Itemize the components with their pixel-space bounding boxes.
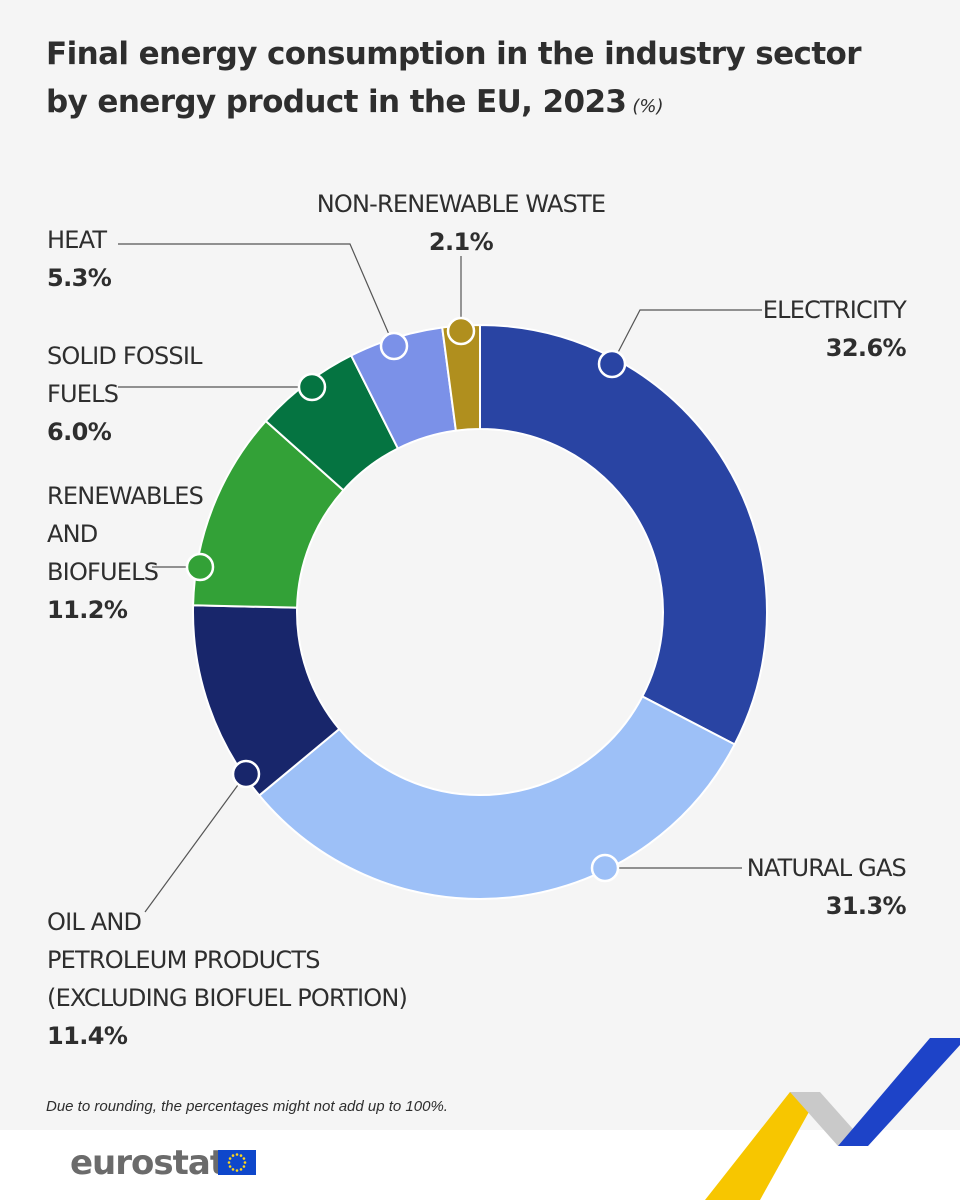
flag-star: [235, 1153, 239, 1156]
label-renewables: RENEWABLES AND BIOFUELS 11.2%: [47, 482, 204, 624]
marker-natural-gas: [590, 853, 620, 883]
marker-oil: [231, 759, 261, 789]
label-name-line: HEAT: [47, 226, 107, 254]
label-name-line: PETROLEUM PRODUCTS: [47, 946, 320, 974]
label-name-line: RENEWABLES: [47, 482, 203, 510]
eurostat-logo: eurostat: [70, 1143, 226, 1183]
flag-star: [242, 1157, 246, 1160]
slice-natural-gas: [257, 695, 736, 900]
label-solid-fossil: SOLID FOSSIL FUELS 6.0%: [47, 342, 204, 446]
flag-star: [235, 1169, 239, 1172]
footer-band: [0, 1130, 960, 1200]
slice-markers: [185, 316, 627, 883]
donut-slices: [192, 323, 768, 900]
label-value: 11.4%: [47, 1022, 128, 1050]
title-line-1: Final energy consumption in the industry…: [46, 36, 862, 72]
label-natural-gas: NATURAL GAS 31.3%: [747, 854, 907, 920]
marker-renewables: [185, 552, 215, 582]
leader-electricity: [611, 309, 762, 365]
label-name-line: ELECTRICITY: [763, 296, 907, 324]
marker-waste: [446, 316, 476, 346]
label-name-line: BIOFUELS: [47, 558, 158, 586]
label-value: 6.0%: [47, 418, 112, 446]
label-oil: OIL AND PETROLEUM PRODUCTS (EXCLUDING BIOF…: [47, 908, 408, 1050]
flag-star: [239, 1154, 243, 1157]
label-value: 5.3%: [47, 264, 112, 292]
leader-oil: [144, 773, 247, 913]
flag-star: [239, 1168, 243, 1171]
flag-star: [228, 1165, 232, 1168]
footnote: Due to rounding, the percentages might n…: [46, 1098, 448, 1115]
label-electricity: ELECTRICITY 32.6%: [763, 296, 908, 362]
label-value: 31.3%: [826, 892, 907, 920]
label-name-line: SOLID FOSSIL: [47, 342, 203, 370]
label-name-line: NATURAL GAS: [747, 854, 906, 882]
label-name-line: (EXCLUDING BIOFUEL PORTION): [47, 984, 407, 1012]
slice-electricity: [479, 323, 768, 746]
slice-labels: ELECTRICITY 32.6% NATURAL GAS 31.3% OIL AND P…: [47, 190, 908, 1050]
label-name-line: AND: [47, 520, 98, 548]
marker-electricity: [597, 349, 627, 379]
flag-star: [231, 1154, 235, 1157]
title-line-2: by energy product in the EU, 2023 (%): [46, 78, 906, 131]
label-value: 2.1%: [429, 228, 494, 256]
flag-star: [227, 1161, 231, 1164]
marker-heat: [379, 331, 409, 361]
label-heat: HEAT 5.3%: [47, 226, 112, 292]
label-value: 32.6%: [826, 334, 907, 362]
marker-solid-fossil: [297, 372, 327, 402]
eu-flag-icon: [218, 1150, 256, 1175]
ribbon-yellow: [705, 1092, 820, 1200]
label-name-line: OIL AND: [47, 908, 142, 936]
chart-title: Final energy consumption in the industry…: [46, 30, 906, 131]
label-name-line: NON-RENEWABLE WASTE: [317, 190, 606, 218]
label-waste: NON-RENEWABLE WASTE 2.1%: [317, 190, 606, 256]
label-value: 11.2%: [47, 596, 128, 624]
leader-heat: [118, 243, 395, 347]
title-unit: (%): [632, 96, 664, 117]
flag-star: [228, 1157, 232, 1160]
label-name-line: FUELS: [47, 380, 118, 408]
title-line-2-text: by energy product in the EU, 2023: [46, 84, 627, 120]
flag-star: [231, 1168, 235, 1171]
ribbon-blue: [838, 1038, 960, 1146]
ribbon-grey: [790, 1092, 868, 1146]
flag-star: [243, 1161, 247, 1164]
flag-star: [242, 1165, 246, 1168]
